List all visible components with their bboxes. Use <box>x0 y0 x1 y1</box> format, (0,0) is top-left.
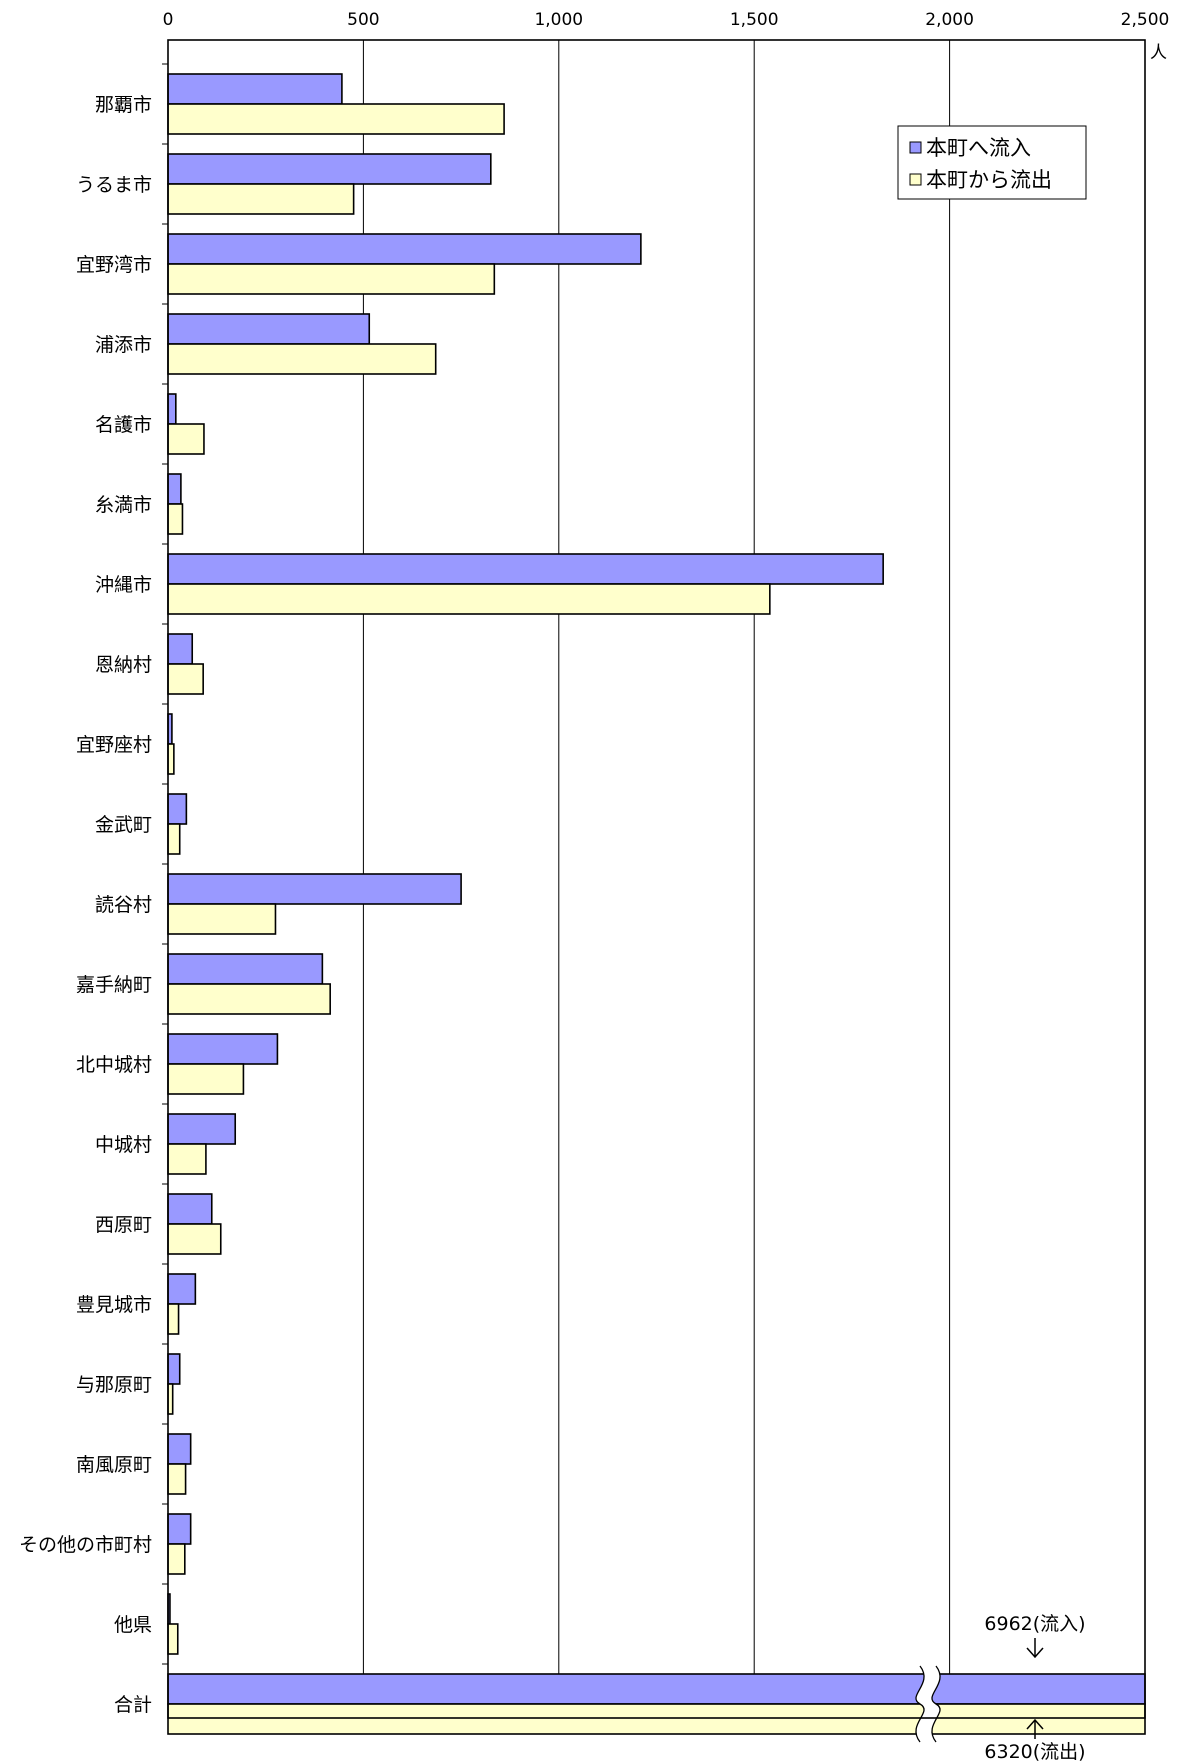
category-label: 沖縄市 <box>95 574 152 596</box>
bar-inflow <box>167 1113 237 1145</box>
bar-inflow <box>167 953 324 985</box>
bar-inflow <box>167 1273 197 1305</box>
bars <box>167 73 1146 1743</box>
bar-outflow <box>167 183 355 215</box>
axes <box>162 39 1146 1719</box>
x-tick-label: 500 <box>347 10 379 30</box>
category-label: 読谷村 <box>95 894 152 916</box>
bar-outflow <box>167 583 771 615</box>
bar-outflow <box>167 903 277 935</box>
bar-inflow <box>167 473 182 505</box>
legend-box <box>897 125 1087 200</box>
bar-outflow <box>167 343 437 375</box>
annotations: 6962(流入) 6320(流出) <box>984 1613 1085 1763</box>
bar-outflow <box>167 663 204 695</box>
category-label: 浦添市 <box>95 334 152 356</box>
category-label: 北中城村 <box>76 1054 152 1076</box>
category-label: 南風原町 <box>76 1454 152 1476</box>
bar-inflow <box>167 873 462 905</box>
category-label: 名護市 <box>95 414 152 436</box>
category-label: 恩納村 <box>95 654 152 676</box>
bar-outflow <box>167 503 184 535</box>
bar-inflow <box>167 1673 1146 1705</box>
x-tick-label: 2,000 <box>925 10 974 30</box>
bar-outflow <box>167 1143 207 1175</box>
bar-inflow <box>167 233 642 265</box>
bar-inflow <box>167 393 177 425</box>
bar-inflow <box>167 793 188 825</box>
category-label: 糸満市 <box>95 494 152 516</box>
bar-inflow <box>167 73 343 105</box>
bar-inflow <box>167 1033 279 1065</box>
category-label: その他の市町村 <box>19 1534 152 1556</box>
legend-label: 本町へ流入 <box>926 136 1031 160</box>
bar-inflow <box>167 1353 181 1385</box>
category-label: 中城村 <box>95 1134 152 1156</box>
bar-inflow <box>167 553 884 585</box>
legend-swatch <box>909 141 922 154</box>
bar-outflow <box>167 263 496 295</box>
bar-inflow <box>167 153 492 185</box>
bar-inflow <box>167 633 194 665</box>
unit-label: 人 <box>1150 43 1167 63</box>
bar-outflow <box>167 983 331 1015</box>
labels: 0 500 1,000 1,500 2,000 2,500 人那覇市うるま市宜野湾市浦添市名… <box>19 10 1169 1716</box>
bar-outflow <box>167 823 181 855</box>
legend-swatch <box>909 173 922 186</box>
bar-outflow <box>167 1543 186 1575</box>
category-label: 西原町 <box>95 1214 152 1236</box>
x-tick-label: 0 <box>163 10 174 30</box>
bar-outflow <box>167 1303 180 1335</box>
axis-break-line <box>915 1665 925 1743</box>
bar-outflow <box>167 1063 245 1095</box>
bar-inflow <box>167 1193 213 1225</box>
category-label: 合計 <box>114 1694 152 1716</box>
bar-outflow <box>167 423 205 455</box>
category-label: うるま市 <box>76 174 152 196</box>
x-tick-label: 1,000 <box>534 10 583 30</box>
bar-outflow <box>167 1623 179 1655</box>
category-label: 嘉手納町 <box>76 974 152 996</box>
category-label: 宜野湾市 <box>76 254 152 276</box>
bar-outflow <box>167 103 505 135</box>
bar-inflow <box>167 1513 192 1545</box>
category-label: 他県 <box>114 1614 152 1636</box>
bar-outflow <box>167 1463 187 1495</box>
bar-outflow <box>167 743 175 775</box>
bar-outflow <box>167 1223 222 1255</box>
bar-outflow <box>167 1703 1146 1735</box>
category-label: 那覇市 <box>95 94 152 116</box>
arrowhead-down-icon <box>1026 1647 1044 1659</box>
category-label: 豊見城市 <box>76 1294 152 1316</box>
legend-label: 本町から流出 <box>926 168 1052 192</box>
category-label: 与那原町 <box>76 1374 152 1396</box>
annotation-inflow: 6962(流入) <box>984 1613 1085 1635</box>
category-label: 金武町 <box>95 814 152 836</box>
x-tick-label: 2,500 <box>1121 10 1170 30</box>
bar-inflow <box>167 313 371 345</box>
plot-frame <box>167 39 1146 1719</box>
annotation-outflow: 6320(流出) <box>984 1741 1085 1763</box>
bar-inflow <box>167 1433 192 1465</box>
x-tick-label: 1,500 <box>730 10 779 30</box>
category-label: 宜野座村 <box>76 734 152 756</box>
arrowhead-up-icon <box>1026 1718 1044 1730</box>
axis-break-line <box>931 1665 941 1743</box>
